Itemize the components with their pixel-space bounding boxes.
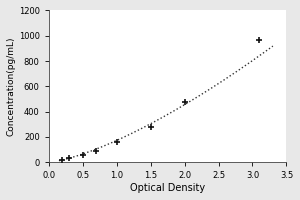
Y-axis label: Concentration(pg/mL): Concentration(pg/mL) bbox=[7, 37, 16, 136]
X-axis label: Optical Density: Optical Density bbox=[130, 183, 205, 193]
